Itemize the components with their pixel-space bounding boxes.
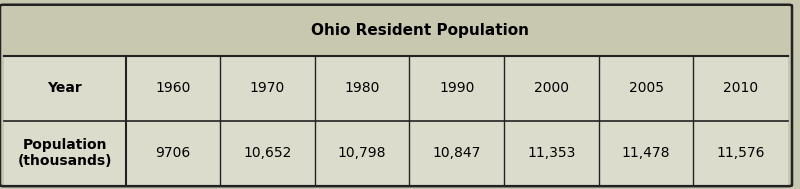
Text: 2005: 2005 [629, 81, 663, 95]
Text: 9706: 9706 [155, 146, 190, 160]
Text: 11,478: 11,478 [622, 146, 670, 160]
Text: 2000: 2000 [534, 81, 569, 95]
Bar [4, 56, 788, 121]
Text: 10,847: 10,847 [433, 146, 481, 160]
Text: Year: Year [47, 81, 82, 95]
Bar [4, 6, 788, 56]
Text: 2010: 2010 [723, 81, 758, 95]
Text: 1990: 1990 [439, 81, 474, 95]
Text: 1960: 1960 [155, 81, 190, 95]
Text: 1980: 1980 [345, 81, 380, 95]
Bar [4, 121, 788, 185]
Text: 11,576: 11,576 [717, 146, 765, 160]
Text: 1970: 1970 [250, 81, 285, 95]
Text: 11,353: 11,353 [527, 146, 575, 160]
Text: 10,652: 10,652 [243, 146, 292, 160]
Text: 10,798: 10,798 [338, 146, 386, 160]
Text: Ohio Resident Population: Ohio Resident Population [310, 23, 529, 38]
Text: Population
(thousands): Population (thousands) [18, 138, 112, 168]
